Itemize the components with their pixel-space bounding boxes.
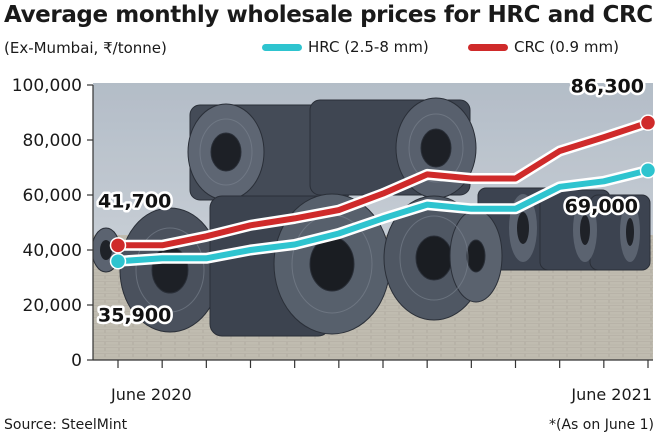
y-tick-label: 0 <box>71 351 82 371</box>
series-layer <box>109 114 657 270</box>
chart-title: Average monthly wholesale prices for HRC… <box>4 2 653 28</box>
legend-item-crc: CRC (0.9 mm) <box>468 38 619 56</box>
y-tick-label: 40,000 <box>23 241 82 261</box>
series-line-hrc <box>115 167 651 265</box>
chart-subtitle: (Ex-Mumbai, ₹/tonne) <box>4 39 167 57</box>
x-tick-label: June 2020 <box>110 385 192 404</box>
legend-swatch-crc <box>468 43 508 51</box>
y-tick-label: 60,000 <box>23 186 82 206</box>
series-line-crc <box>115 119 651 249</box>
footnote: *(As on June 1) <box>549 417 654 433</box>
data-label-hrc: 35,900 <box>98 304 171 326</box>
source-note: Source: SteelMint <box>4 417 128 433</box>
x-axis: June 2020 June 2021 <box>93 359 653 404</box>
data-point-hrc <box>109 253 127 270</box>
legend-label-crc: CRC (0.9 mm) <box>514 38 619 56</box>
y-axis: 0 20,000 40,000 60,000 80,000 100,000 <box>12 76 94 371</box>
data-labels: 35,900 69,000 41,700 86,300 <box>96 73 647 329</box>
y-tick-label: 80,000 <box>23 131 82 151</box>
x-tick-label: June 2021 <box>570 385 652 404</box>
data-point-crc <box>109 237 127 254</box>
data-label-crc: 41,700 <box>98 190 171 212</box>
legend-item-hrc: HRC (2.5-8 mm) <box>262 38 429 56</box>
data-label-crc: 86,300 <box>571 76 644 98</box>
data-point-hrc <box>639 162 657 179</box>
data-point-crc <box>639 114 657 131</box>
y-tick-label: 100,000 <box>12 76 82 96</box>
legend-swatch-hrc <box>262 43 302 51</box>
y-tick-label: 20,000 <box>23 296 82 316</box>
data-label-hrc: 69,000 <box>565 195 638 217</box>
legend-label-hrc: HRC (2.5-8 mm) <box>308 38 429 56</box>
